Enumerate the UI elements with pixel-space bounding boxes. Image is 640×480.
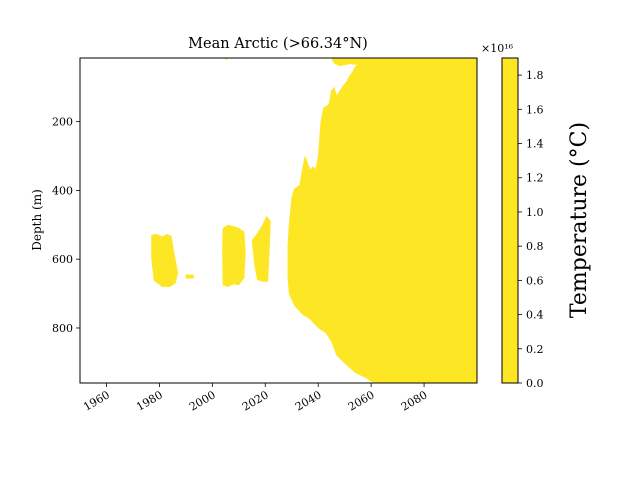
plot-frame (79, 57, 478, 384)
colorbar-multiplier: ×10¹⁶ (481, 42, 514, 55)
x-tick-label: 1960 (81, 388, 112, 413)
colorbar-tick-label: 1.6 (526, 103, 544, 116)
colorbar-tick-label: 1.4 (526, 138, 544, 151)
y-tick-label: 800 (52, 322, 73, 335)
x-tick-label: 2080 (399, 388, 430, 413)
y-axis-label: Depth (m) (30, 189, 44, 251)
colorbar-frame (501, 57, 519, 384)
y-tick-label: 400 (52, 184, 73, 197)
colorbar-tick-label: 0.8 (526, 240, 544, 253)
filled-regions (151, 57, 478, 384)
filled-region-4 (251, 215, 271, 282)
x-tick-label: 1980 (134, 388, 165, 413)
chart-title: Mean Arctic (>66.34°N) (188, 36, 368, 52)
colorbar-tick-label: 0.0 (526, 377, 544, 390)
colorbar-tick-label: 1.0 (526, 206, 544, 219)
x-axis: 1960 1980 2000 2020 2040 2060 2080 (81, 383, 430, 414)
filled-region-1 (151, 233, 179, 287)
x-tick-label: 2000 (187, 388, 218, 413)
filled-region-2 (185, 274, 195, 279)
colorbar: 0.0 0.2 0.4 0.6 0.8 1.0 1.2 1.4 1.6 1.8 ×10¹⁶ Tem… (481, 42, 592, 390)
y-axis: 200 400 600 800 (52, 116, 80, 335)
filled-region-5 (287, 57, 478, 384)
colorbar-tick-label: 0.2 (526, 343, 544, 356)
colorbar-tick-label: 1.2 (526, 172, 544, 185)
y-tick-label: 600 (52, 253, 73, 266)
colorbar-tick-label: 0.4 (526, 309, 544, 322)
x-tick-label: 2060 (346, 388, 377, 413)
colorbar-fill (502, 58, 518, 383)
filled-region-3 (222, 224, 246, 287)
x-tick-label: 2020 (240, 388, 271, 413)
colorbar-tick-label: 1.8 (526, 69, 544, 82)
x-tick-label: 2040 (293, 388, 324, 413)
colorbar-ticks: 0.0 0.2 0.4 0.6 0.8 1.0 1.2 1.4 1.6 1.8 (518, 69, 544, 390)
plot-area: 1960 1980 2000 2020 2040 2060 2080 200 400 600 80… (52, 57, 478, 414)
y-tick-label: 200 (52, 116, 73, 129)
colorbar-label: Temperature (°C) (567, 122, 592, 318)
colorbar-tick-label: 0.6 (526, 274, 544, 287)
